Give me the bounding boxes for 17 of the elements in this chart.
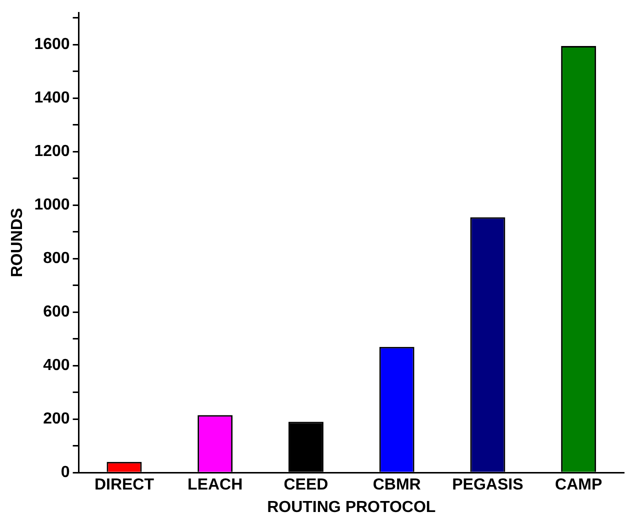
y-tick-label: 1200 — [34, 143, 70, 160]
y-tick-label: 200 — [43, 410, 70, 428]
x-tick-label: CEED — [284, 476, 328, 494]
x-tick-label: CBMR — [372, 476, 422, 494]
x-tick-label: DIRECT — [94, 476, 154, 494]
y-tick-label: 600 — [43, 304, 70, 321]
y-tick-label: 1600 — [34, 36, 70, 54]
y-tick-label: 800 — [43, 250, 70, 268]
x-axis-title: ROUTING PROTOCOL — [267, 498, 436, 516]
x-tick-label: PEGASIS — [452, 476, 524, 494]
y-tick-label: 1000 — [34, 196, 70, 214]
x-tick-label: CAMP — [555, 476, 602, 494]
y-tick-label: 0 — [60, 464, 70, 482]
x-tick-label: LEACH — [188, 476, 243, 494]
y-axis-title: ROUNDS — [9, 208, 26, 278]
y-tick-label: 1400 — [34, 90, 70, 107]
y-tick-label: 400 — [43, 357, 70, 374]
